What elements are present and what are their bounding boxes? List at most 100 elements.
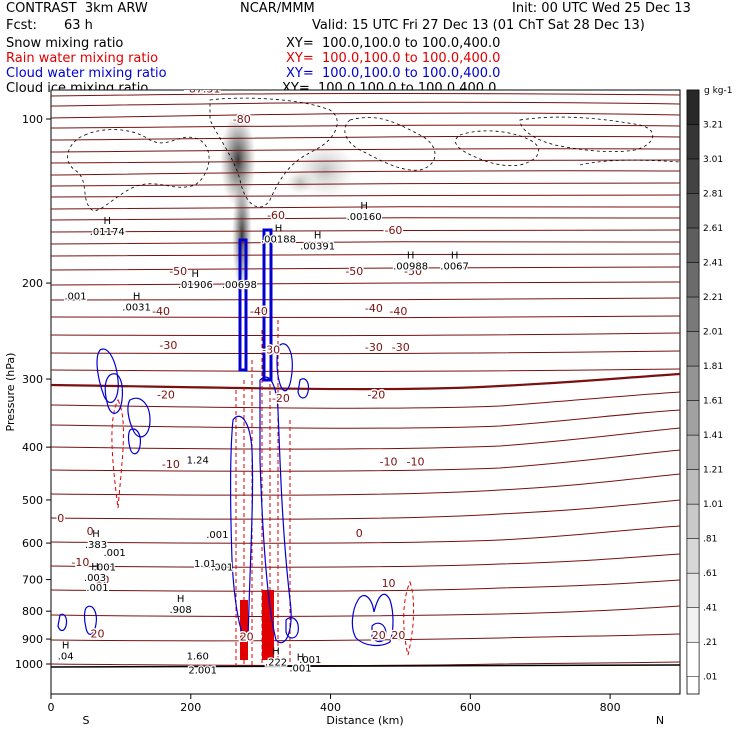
isotherm-line bbox=[51, 92, 680, 97]
forecast-label: Fcst: bbox=[6, 18, 37, 33]
heavy-rain-blocks bbox=[240, 590, 274, 660]
cloud-water-contour bbox=[104, 373, 123, 414]
isotherm-label: 0 bbox=[356, 527, 363, 540]
extremum-value: .001 bbox=[103, 548, 125, 559]
cloud-water-core bbox=[238, 238, 248, 372]
isotherm-line-zero bbox=[51, 372, 680, 391]
y-tick-label: 700 bbox=[22, 574, 43, 587]
isotherm-label: 20 bbox=[372, 629, 386, 642]
extremum-marker: H bbox=[62, 640, 70, 651]
colorbar-label: 2.81 bbox=[703, 190, 723, 200]
extremum-value: .0067 bbox=[440, 262, 469, 273]
field-xy-rain: XY= 100.0,100.0 to 100.0,400.0 bbox=[286, 51, 501, 66]
colorbar-segment bbox=[686, 331, 700, 367]
colorbar-label: 2.41 bbox=[703, 259, 723, 269]
y-axis-label: Pressure (hPa) bbox=[4, 353, 17, 432]
isotherm-line bbox=[51, 449, 680, 472]
isotherm-line bbox=[51, 101, 680, 107]
extremum-value: .001 bbox=[289, 663, 311, 674]
colorbar-label: .81 bbox=[703, 535, 717, 545]
colorbar-segment bbox=[686, 469, 700, 505]
y-tick-label: 800 bbox=[22, 605, 43, 618]
extremum-marker: H bbox=[314, 231, 322, 242]
colorbar-label: 1.81 bbox=[703, 362, 723, 372]
isotherm-lines bbox=[51, 92, 680, 666]
colorbar-segment bbox=[686, 158, 700, 194]
extremum-value: .001 bbox=[64, 292, 86, 303]
extremum-value: 1.60 bbox=[187, 651, 209, 662]
isotherm-label: -30 bbox=[392, 341, 410, 354]
extremum-value: .222 bbox=[265, 657, 287, 668]
isotherm-label: -60 bbox=[384, 224, 402, 237]
colorbar-label: .21 bbox=[703, 638, 717, 648]
extremum-value: .0031 bbox=[122, 303, 151, 314]
isotherm-label: -68.61 bbox=[124, 18, 159, 31]
isotherm-label: -50 bbox=[345, 265, 363, 278]
extremum-value: .04 bbox=[58, 651, 74, 662]
extremum-marker: H bbox=[407, 251, 415, 262]
extremum-marker: H bbox=[272, 646, 280, 657]
isotherm-line bbox=[51, 579, 680, 592]
x-tick-label: 400 bbox=[320, 701, 341, 714]
cloud-ice-contour bbox=[209, 97, 338, 208]
cloud-water-core bbox=[262, 228, 273, 382]
cloud-ice-contour bbox=[579, 159, 680, 166]
extremum-marker: H bbox=[275, 224, 283, 235]
extremum-value: .001 bbox=[94, 563, 116, 574]
model-title: CONTRAST 3km ARW bbox=[6, 1, 148, 16]
plot-content: -68.61 -87.31 -86.96 -88.55 -88.81 -80 -60 -60 -… bbox=[51, 18, 680, 678]
y-tick-label: 100 bbox=[22, 113, 43, 126]
isotherm-label: -10 bbox=[162, 458, 180, 471]
extremum-marker: L bbox=[293, 52, 299, 63]
extremum-value: .908 bbox=[170, 605, 192, 616]
colorbar-unit: g kg-1 bbox=[704, 86, 732, 96]
heavy-rain-block bbox=[262, 590, 274, 660]
center-title: NCAR/MMM bbox=[240, 1, 315, 16]
isotherm-label: 20 bbox=[240, 630, 254, 643]
y-axis-ticks: 100 200 300 400 500 600 700 800 900 1000 bbox=[15, 113, 51, 671]
isotherm-line bbox=[51, 409, 680, 429]
colorbar-segment bbox=[686, 365, 700, 401]
isotherm-line bbox=[51, 135, 680, 141]
colorbar-segment bbox=[686, 193, 700, 229]
colorbar-label: .61 bbox=[703, 569, 717, 579]
isotherm-label: 20 bbox=[90, 628, 104, 641]
plot-frame bbox=[50, 89, 681, 695]
isotherm-label: -40 bbox=[250, 305, 268, 318]
extremum-value: .001 bbox=[86, 583, 108, 594]
extremum-value: .00698 bbox=[222, 280, 257, 291]
field-label-cloud-water: Cloud water mixing ratio bbox=[6, 66, 167, 81]
colorbar-segment bbox=[686, 503, 700, 539]
cloud-water-contour bbox=[57, 613, 68, 632]
isotherm-label: -10 bbox=[406, 455, 424, 468]
x-axis-ticks: 0 200 400 600 800 bbox=[48, 694, 621, 714]
cloud-ice-contour bbox=[519, 116, 653, 153]
surface-line bbox=[51, 664, 680, 668]
colorbar-segment bbox=[686, 262, 700, 298]
x-tick-label: 0 bbox=[48, 701, 55, 714]
isotherm-label: 10 bbox=[382, 577, 396, 590]
colorbar: 3.21 3.01 2.81 2.61 2.41 2.21 2.01 1.81 1.61 1.41… bbox=[686, 89, 723, 695]
isotherm-label: -40 bbox=[365, 302, 383, 315]
extremum-value: .383 bbox=[85, 540, 107, 551]
isotherm-label: -50 bbox=[404, 265, 422, 278]
edge-labels: -10 0 bbox=[56, 511, 91, 571]
cloud-water-contour bbox=[127, 397, 151, 438]
extremum-value: .00188 bbox=[261, 235, 296, 246]
cloud-water-contour bbox=[371, 622, 387, 643]
cloud-ice-contour bbox=[455, 130, 540, 167]
extremum-marker: L bbox=[356, 52, 362, 63]
isotherm-line bbox=[51, 553, 680, 568]
colorbar-segment bbox=[686, 89, 700, 125]
cloud-water-contour bbox=[259, 376, 292, 644]
south-label: S bbox=[83, 714, 90, 727]
colorbar-segment bbox=[686, 400, 700, 436]
isotherm-line bbox=[51, 266, 680, 271]
cloud-water-contour bbox=[285, 617, 299, 639]
cloud-water-contour bbox=[276, 343, 293, 392]
cloud-water-contours bbox=[57, 228, 394, 647]
isotherm-label: -10 bbox=[380, 455, 398, 468]
extremum-value: .00391 bbox=[300, 242, 335, 253]
isotherm-line bbox=[51, 427, 680, 450]
